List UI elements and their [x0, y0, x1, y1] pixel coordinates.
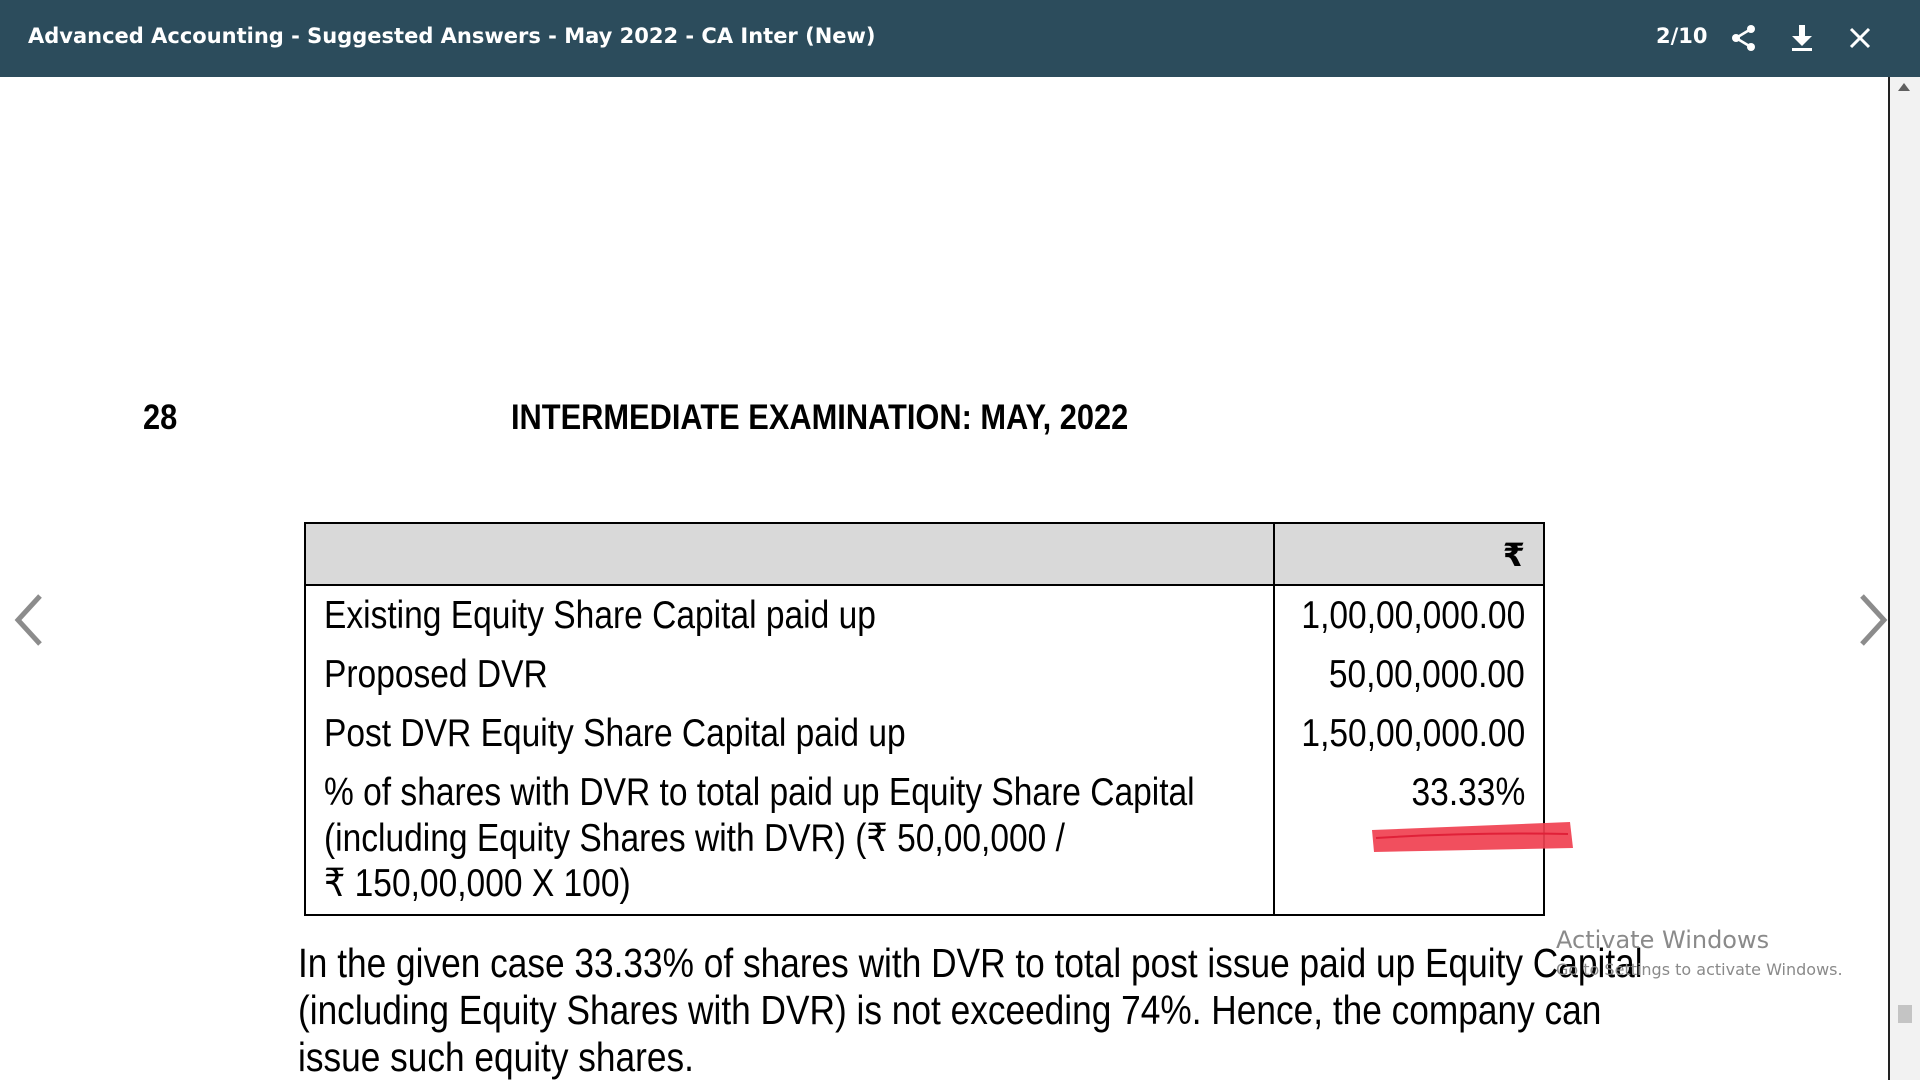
download-icon[interactable]: [1786, 22, 1818, 54]
viewer-toolbar: Advanced Accounting - Suggested Answers …: [0, 0, 1920, 77]
activation-watermark-subtitle: Go to Settings to activate Windows.: [1556, 960, 1843, 979]
scroll-thumb[interactable]: [1898, 1005, 1912, 1023]
row-label-existing-capital: Existing Equity Share Capital paid up: [324, 594, 876, 637]
conclusion-line-3: issue such equity shares.: [298, 1034, 694, 1080]
document-title: Advanced Accounting - Suggested Answers …: [28, 24, 876, 48]
table-header: ₹: [306, 524, 1543, 586]
row-label-dvr-percent-line-2: (including Equity Shares with DVR) (₹ 50…: [324, 817, 1065, 860]
column-divider: [1273, 524, 1275, 914]
conclusion-line-1: In the given case 33.33% of shares with …: [298, 940, 1643, 986]
close-icon[interactable]: [1844, 22, 1876, 54]
currency-header: ₹: [1502, 536, 1525, 574]
page-number: 28: [143, 398, 178, 437]
conclusion-line-2: (including Equity Shares with DVR) is no…: [298, 987, 1602, 1033]
page-indicator: 2/10: [1656, 24, 1708, 48]
scroll-up-arrow-icon[interactable]: [1898, 83, 1910, 91]
scroll-track: [1888, 77, 1890, 1080]
row-value-post-dvr-capital: 1,50,00,000.00: [1301, 712, 1525, 755]
vertical-scrollbar[interactable]: [1888, 77, 1920, 1080]
row-value-existing-capital: 1,00,00,000.00: [1301, 594, 1525, 637]
row-label-dvr-percent-line-3: ₹ 150,00,000 X 100): [324, 862, 631, 905]
chevron-left-icon[interactable]: [10, 592, 50, 648]
row-value-proposed-dvr: 50,00,000.00: [1329, 653, 1525, 696]
calculation-table: ₹ Existing Equity Share Capital paid up …: [304, 522, 1545, 916]
row-label-post-dvr-capital: Post DVR Equity Share Capital paid up: [324, 712, 906, 755]
page-heading: INTERMEDIATE EXAMINATION: MAY, 2022: [511, 398, 1129, 437]
share-icon[interactable]: [1728, 22, 1760, 54]
activation-watermark-title: Activate Windows: [1556, 926, 1770, 954]
chevron-right-icon[interactable]: [1852, 592, 1892, 648]
row-label-dvr-percent-line-1: % of shares with DVR to total paid up Eq…: [324, 771, 1195, 814]
red-highlight-mark: [1372, 822, 1573, 852]
row-label-proposed-dvr: Proposed DVR: [324, 653, 548, 696]
row-value-dvr-percent: 33.33%: [1411, 771, 1525, 814]
